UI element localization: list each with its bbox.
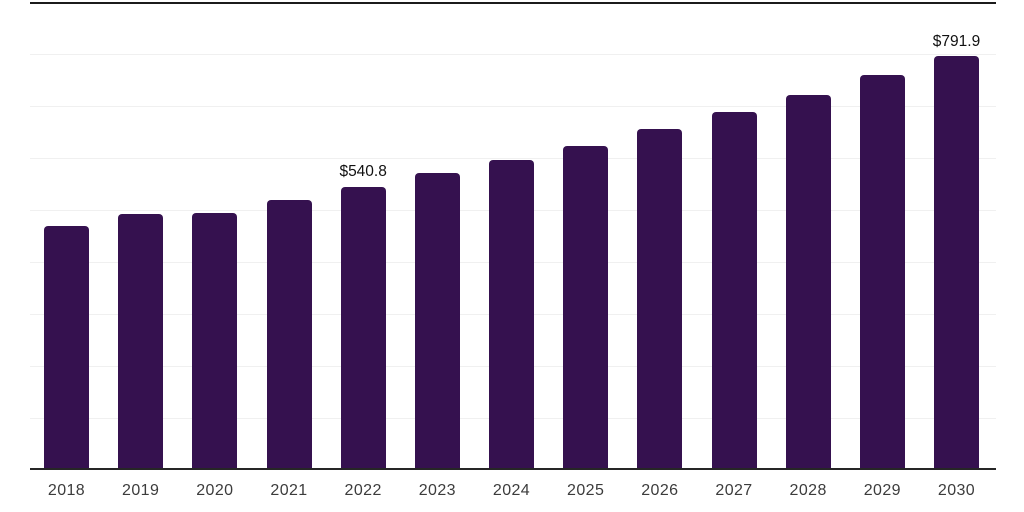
bar-2020 [192, 212, 238, 468]
bar-2022 [340, 186, 386, 468]
bar-value-label-2022: $540.8 [339, 163, 387, 181]
gridline [30, 54, 996, 55]
bar-2027 [711, 112, 757, 468]
x-tick-label-2025: 2025 [567, 482, 605, 499]
x-tick-label-2027: 2027 [715, 482, 753, 499]
x-tick-label-2019: 2019 [122, 482, 160, 499]
bar-2029 [859, 75, 905, 468]
gridline [30, 106, 996, 107]
x-tick-label-2030: 2030 [937, 482, 976, 499]
x-tick-label-2029: 2029 [863, 482, 901, 499]
x-tick-label-2026: 2026 [641, 482, 679, 499]
x-tick-label-2021: 2021 [270, 482, 308, 499]
bar-2021 [266, 200, 312, 468]
bar-2019 [118, 213, 164, 468]
x-axis-line [30, 468, 996, 470]
x-tick-label-2018: 2018 [47, 482, 86, 499]
x-tick-label-2022: 2022 [344, 482, 382, 499]
plot-top-border [30, 2, 996, 4]
bar-2024 [489, 159, 534, 468]
bar-2030 [934, 56, 979, 468]
bar-2018 [44, 225, 89, 468]
x-tick-label-2020: 2020 [196, 482, 234, 499]
bar-2026 [637, 128, 683, 468]
x-tick-label-2023: 2023 [418, 482, 456, 499]
bar-2023 [414, 172, 460, 468]
x-tick-label-2024: 2024 [492, 482, 531, 499]
x-axis-labels: 2018 2019 2020 2021 2022 2023 2024 2025 2026 2027… [0, 483, 1024, 507]
bar-2025 [563, 145, 609, 468]
bar-value-label-2030: $791.9 [932, 32, 981, 50]
bar-2028 [785, 95, 831, 468]
plot-area: $540.8 $791.9 [30, 2, 996, 470]
gridline [30, 158, 996, 159]
x-tick-label-2028: 2028 [789, 482, 827, 499]
